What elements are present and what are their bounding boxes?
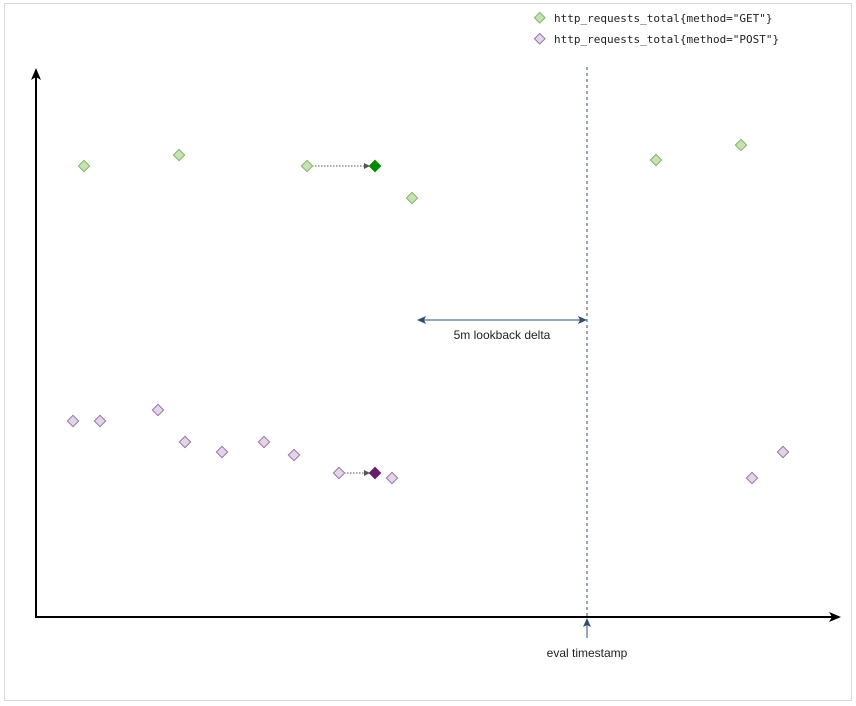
- diagram-frame: [4, 3, 852, 701]
- post-sample-point: [332, 466, 346, 480]
- get-sample-point: [77, 159, 91, 173]
- post-sample-point: [745, 471, 759, 485]
- legend: http_requests_total{method="GET"} http_r…: [533, 11, 779, 46]
- eval-timestamp-label: eval timestamp: [547, 646, 628, 660]
- post-legend-marker: [533, 32, 546, 45]
- get-legend-label: http_requests_total{method="GET"}: [554, 12, 773, 25]
- post-sample-point: [776, 445, 790, 459]
- get-sample-point: [649, 153, 663, 167]
- post-sample-point: [257, 435, 271, 449]
- get-sample-point: [172, 148, 186, 162]
- post-sample-point: [287, 448, 301, 462]
- post-legend-label: http_requests_total{method="POST"}: [554, 33, 779, 46]
- legend-item-post: http_requests_total{method="POST"}: [533, 32, 779, 46]
- post-sample-point: [215, 445, 229, 459]
- get-sample-point: [734, 138, 748, 152]
- get-sample-point: [300, 159, 314, 173]
- post-sample-point: [151, 403, 165, 417]
- post-sample-point: [93, 414, 107, 428]
- legend-item-get: http_requests_total{method="GET"}: [533, 11, 773, 25]
- post-sample-point: [385, 471, 399, 485]
- post-sample-point: [66, 414, 80, 428]
- get-selected-sample-point: [368, 159, 382, 173]
- get-legend-marker: [533, 11, 546, 24]
- lookback-label: 5m lookback delta: [454, 328, 551, 342]
- post-sample-point: [178, 435, 192, 449]
- data-points: [66, 138, 790, 485]
- post-selected-sample-point: [368, 466, 382, 480]
- get-sample-point: [405, 191, 419, 205]
